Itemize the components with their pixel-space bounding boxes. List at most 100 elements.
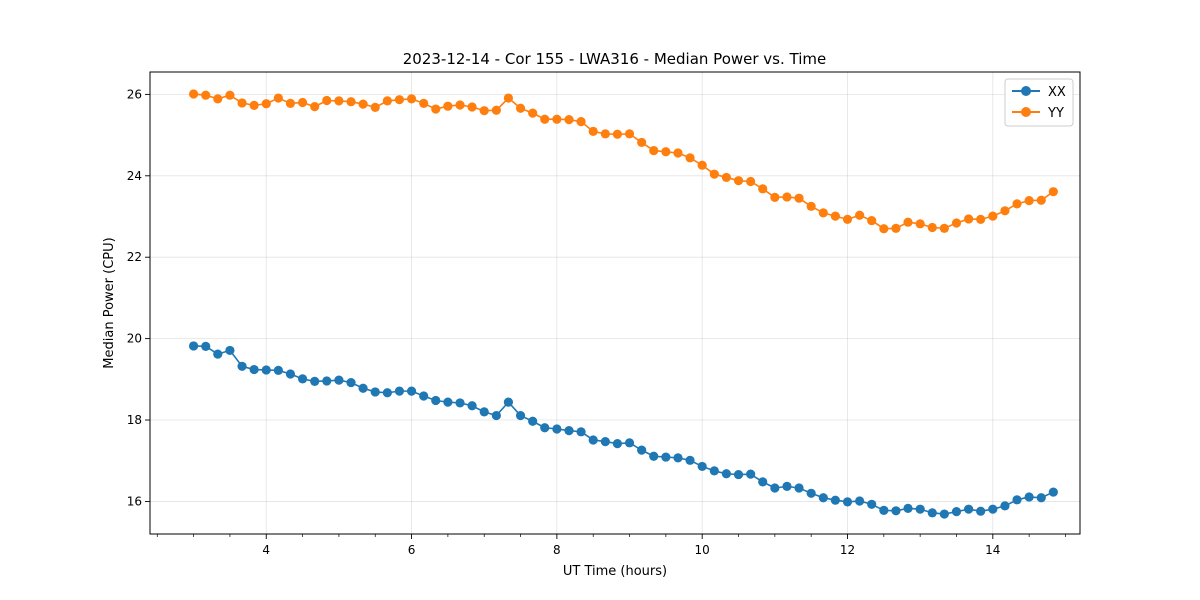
- x-tick-label: 6: [408, 543, 416, 557]
- series-yy-point: [346, 97, 356, 107]
- series-xx-point: [576, 427, 586, 437]
- series-yy-point: [310, 102, 320, 112]
- series-xx-point: [1012, 495, 1022, 505]
- grid: [150, 72, 1080, 534]
- series-yy-point: [721, 172, 731, 183]
- series-yy-point: [419, 98, 429, 108]
- series-xx-point: [624, 438, 635, 448]
- series-yy-point: [770, 192, 780, 202]
- series-xx-point: [237, 361, 247, 371]
- series-xx-point: [685, 455, 695, 465]
- x-tick-label: 14: [985, 543, 1000, 557]
- series-yy-point: [782, 192, 792, 202]
- series-xx-point: [552, 424, 562, 434]
- series-xx-point: [770, 483, 780, 493]
- series-xx-point: [455, 398, 465, 408]
- series-xx-point: [310, 376, 320, 386]
- series-xx-point: [939, 509, 949, 519]
- y-tick-label: 24: [127, 169, 142, 183]
- series-xx-point: [709, 466, 719, 476]
- series-xx-point: [394, 386, 405, 396]
- series-yy-point: [758, 184, 768, 194]
- series-xx-point: [879, 505, 889, 515]
- y-tick-label: 26: [127, 87, 142, 101]
- y-axis-label: Median Power (CPU): [102, 237, 117, 368]
- series-xx-point: [746, 469, 756, 479]
- series-xx-point: [758, 477, 768, 487]
- series-yy-point: [867, 215, 877, 226]
- series-xx-point: [661, 452, 671, 462]
- series-yy-point: [951, 218, 962, 228]
- legend-xx-marker: [1021, 86, 1031, 96]
- series-yy-point: [673, 148, 683, 158]
- series-xx-point: [915, 504, 925, 514]
- series-xx-point: [346, 377, 356, 388]
- series-yy-point: [939, 223, 949, 233]
- series-yy-point: [588, 126, 598, 137]
- series-yy-point: [685, 153, 695, 163]
- series-xx-point: [406, 386, 417, 396]
- series-yy-point: [697, 160, 707, 170]
- series-yy-point: [382, 96, 392, 106]
- series-yy-point: [297, 97, 308, 108]
- series-yy-point: [927, 222, 937, 233]
- series-xx-point: [976, 506, 986, 516]
- series-yy-point: [709, 169, 719, 179]
- x-tick-label: 4: [262, 543, 270, 557]
- series-xx-point: [467, 401, 477, 411]
- series-yy-point: [600, 129, 610, 139]
- series-yy-point: [467, 102, 477, 112]
- series-xx-point: [588, 435, 598, 445]
- series-xx-point: [891, 506, 901, 516]
- series-xx-point: [188, 341, 199, 351]
- series-xx-point: [273, 365, 283, 375]
- series-xx-point: [600, 437, 610, 447]
- series-yy-point: [794, 193, 804, 203]
- series-yy-point: [879, 224, 889, 234]
- series-xx: [188, 341, 1058, 519]
- series-yy-point: [503, 93, 514, 103]
- series-yy-point: [455, 100, 465, 110]
- series-yy-point: [213, 94, 223, 104]
- series-yy-point: [552, 114, 562, 124]
- series-xx-point: [1048, 487, 1058, 497]
- series-yy-point: [201, 90, 211, 100]
- series-xx-point: [903, 503, 913, 513]
- series-xx-point: [370, 387, 380, 397]
- series-xx-point: [382, 388, 392, 398]
- series-xx-point: [1036, 493, 1046, 503]
- series-xx-point: [479, 407, 489, 417]
- series-yy-point: [576, 117, 586, 127]
- series-yy-point: [661, 147, 671, 157]
- series-yy-point: [818, 208, 828, 218]
- series-xx-point: [830, 495, 840, 505]
- legend: XX YY: [1004, 78, 1074, 127]
- series-xx-point: [419, 391, 429, 401]
- series-xx-point: [201, 341, 211, 351]
- series-xx-point: [637, 445, 647, 455]
- series-xx-point: [225, 345, 235, 356]
- series-yy-point: [1036, 195, 1046, 205]
- series-yy-point: [1024, 196, 1034, 206]
- x-tick-label: 8: [553, 543, 561, 557]
- series-xx-point: [988, 504, 998, 514]
- series-yy-point: [612, 129, 623, 139]
- series-yy-point: [188, 89, 199, 99]
- series-xx-point: [673, 453, 683, 463]
- series-yy-point: [1048, 187, 1058, 197]
- y-tick-label: 18: [127, 413, 142, 427]
- series-yy-point: [649, 145, 659, 156]
- series-yy-point: [261, 99, 271, 109]
- series-yy-point: [358, 99, 368, 109]
- series-yy-point: [988, 211, 998, 221]
- series-yy-point: [237, 98, 247, 108]
- x-axis-label: UT Time (hours): [563, 564, 667, 579]
- legend-entry-xx: XX: [1012, 85, 1066, 100]
- series-yy-point: [370, 102, 380, 113]
- series-xx-point: [297, 374, 308, 384]
- x-tick-label: 10: [695, 543, 710, 557]
- y-tick-label: 16: [127, 494, 142, 508]
- series-yy-point: [964, 214, 974, 224]
- series-layer: [188, 89, 1058, 519]
